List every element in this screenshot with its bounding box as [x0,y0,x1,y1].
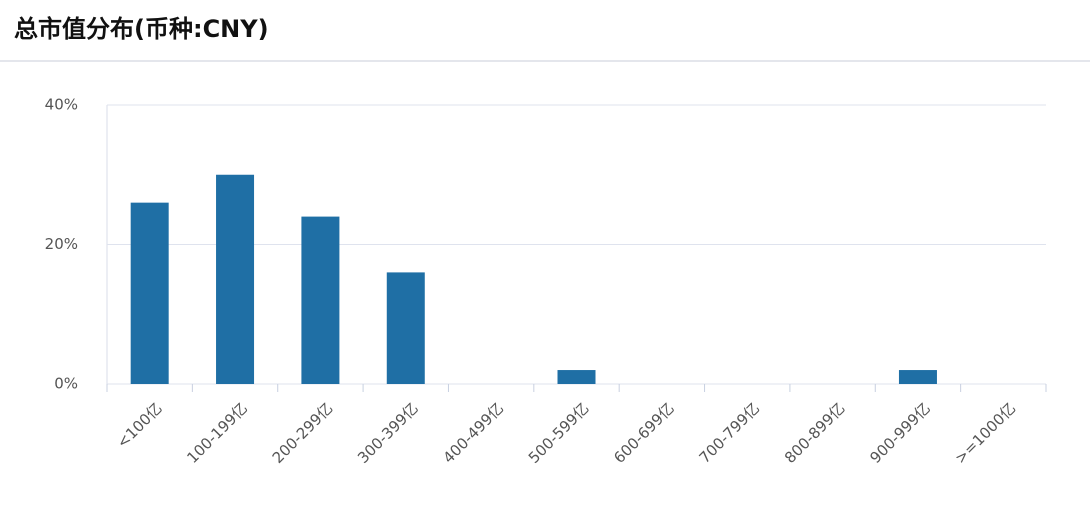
bar [386,272,425,384]
x-tick-label: >=1000亿 [951,399,1019,467]
x-tick-label: 300-399亿 [354,399,422,467]
bar [301,216,340,384]
chart-title: 总市值分布(币种:CNY) [14,15,269,43]
x-tick-label: 800-899亿 [781,399,849,467]
x-tick-label: <100亿 [113,399,165,451]
x-tick-label: 600-699亿 [610,399,678,467]
bar [898,370,937,384]
x-tick-label: 100-199亿 [183,399,251,467]
y-tick-label: 20% [45,235,78,253]
y-tick-label: 40% [45,96,78,114]
x-tick-label: 200-299亿 [269,399,337,467]
x-tick-label: 500-599亿 [525,399,593,467]
x-tick-label: 400-499亿 [439,399,507,467]
bar [130,202,169,384]
y-tick-label: 0% [54,375,78,393]
bar [216,174,255,384]
x-tick-label: 700-799亿 [696,399,764,467]
bar [557,370,596,384]
x-tick-label: 900-999亿 [866,399,934,467]
